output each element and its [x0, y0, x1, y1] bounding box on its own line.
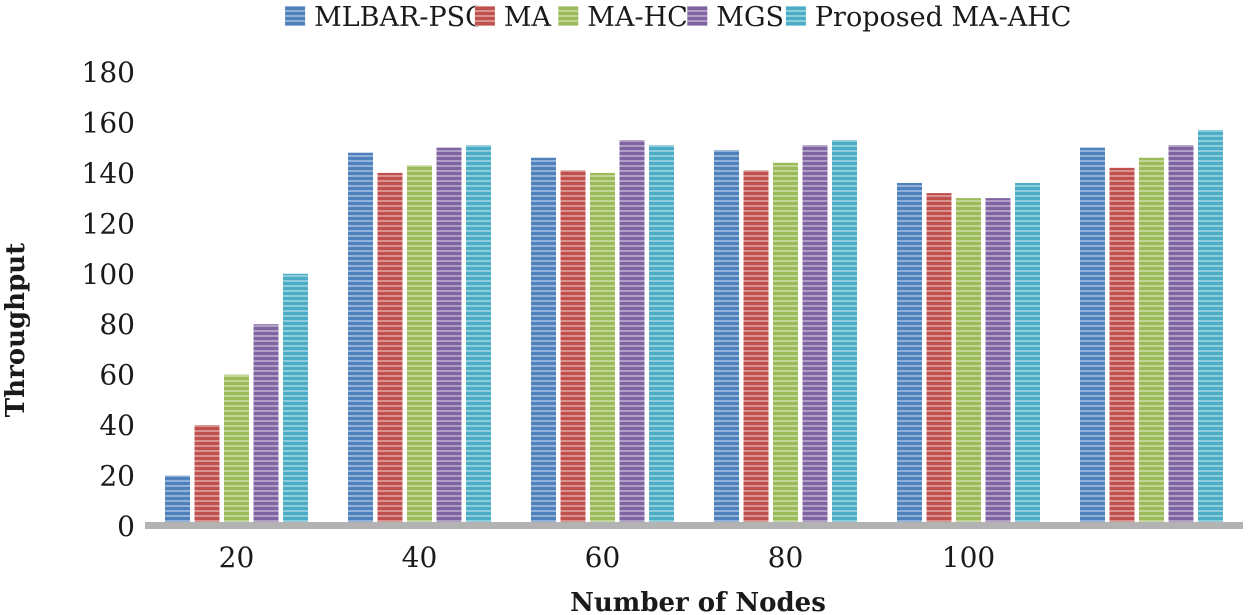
legend-label: MLBAR-PSO	[314, 2, 487, 33]
y-tick-label: 140	[82, 157, 135, 190]
bar-stripe-overlay	[407, 165, 432, 527]
bar-stripe-overlay	[926, 193, 952, 527]
y-tick-label: 60	[99, 359, 135, 392]
bar-stripe-overlay	[531, 157, 556, 526]
bar-stripe-overlay	[224, 374, 249, 526]
bar-stripe-overlay	[714, 150, 739, 526]
bar-stripe-overlay	[897, 182, 922, 526]
x-tick-label: 20	[219, 541, 255, 574]
x-axis-title: Number of Nodes	[570, 588, 826, 615]
bar-stripe-overlay	[165, 475, 190, 526]
bar-stripe-overlay	[466, 145, 491, 526]
bar-stripe-overlay	[1168, 145, 1194, 526]
legend: MLBAR-PSO MA MA-HC MGS Proposed MA-AHC	[285, 2, 1071, 33]
bar-stripe-overlay	[1109, 167, 1135, 526]
bar-stripe-overlay	[283, 273, 308, 526]
legend-label: MA-HC	[587, 2, 687, 33]
x-tick-label: 100	[942, 541, 995, 574]
x-tick-label: 80	[768, 541, 804, 574]
y-tick-label: 160	[82, 106, 135, 139]
bar-stripe-overlay	[377, 172, 403, 526]
bar-stripe-overlay	[560, 170, 586, 526]
bar-stripe-overlay	[348, 152, 373, 526]
bar-stripe-overlay	[590, 172, 615, 526]
x-tick-label: 40	[402, 541, 438, 574]
legend-swatch-stripes	[474, 6, 495, 26]
bar-stripe-overlay	[649, 145, 674, 526]
legend-swatch-stripes	[785, 6, 806, 26]
y-tick-label: 120	[82, 207, 135, 240]
legend-swatch-stripes	[687, 6, 708, 26]
y-tick-label: 0	[117, 510, 135, 543]
y-tick-label: 100	[82, 258, 135, 291]
bar-stripe-overlay	[1080, 147, 1105, 526]
bar-stripe-overlay	[985, 198, 1011, 526]
bar-stripe-overlay	[194, 425, 220, 526]
bar-stripe-overlay	[773, 162, 798, 527]
legend-label: Proposed MA-AHC	[815, 2, 1072, 33]
legend-swatch-stripes	[285, 6, 306, 26]
y-axis-title: Throughput	[1, 243, 31, 417]
y-tick-label: 20	[99, 460, 135, 493]
bar-stripe-overlay	[802, 145, 828, 526]
bar-stripe-overlay	[743, 170, 769, 526]
legend-swatch-stripes	[558, 6, 579, 26]
y-tick-label: 180	[82, 56, 135, 89]
y-tick-label: 80	[99, 308, 135, 341]
x-axis-ticks: 20 40 60 80 100	[219, 541, 996, 574]
y-axis-ticks: 0 20 40 60 80 100 120 140 160 180	[82, 56, 135, 543]
y-tick-label: 40	[99, 409, 135, 442]
bar-stripe-overlay	[1198, 130, 1223, 526]
bar-stripe-overlay	[1139, 157, 1164, 526]
bar-stripe-overlay	[956, 198, 981, 526]
bar-stripe-overlay	[1015, 182, 1040, 526]
bar-stripe-overlay	[253, 324, 279, 526]
bars	[165, 130, 1223, 527]
legend-label: MA	[504, 2, 552, 33]
x-tick-label: 60	[585, 541, 621, 574]
x-axis-line	[145, 522, 1243, 529]
bar-stripe-overlay	[436, 147, 462, 526]
bar-stripe-overlay	[832, 140, 857, 526]
legend-label: MGS	[716, 2, 784, 33]
bar-stripe-overlay	[619, 140, 645, 526]
